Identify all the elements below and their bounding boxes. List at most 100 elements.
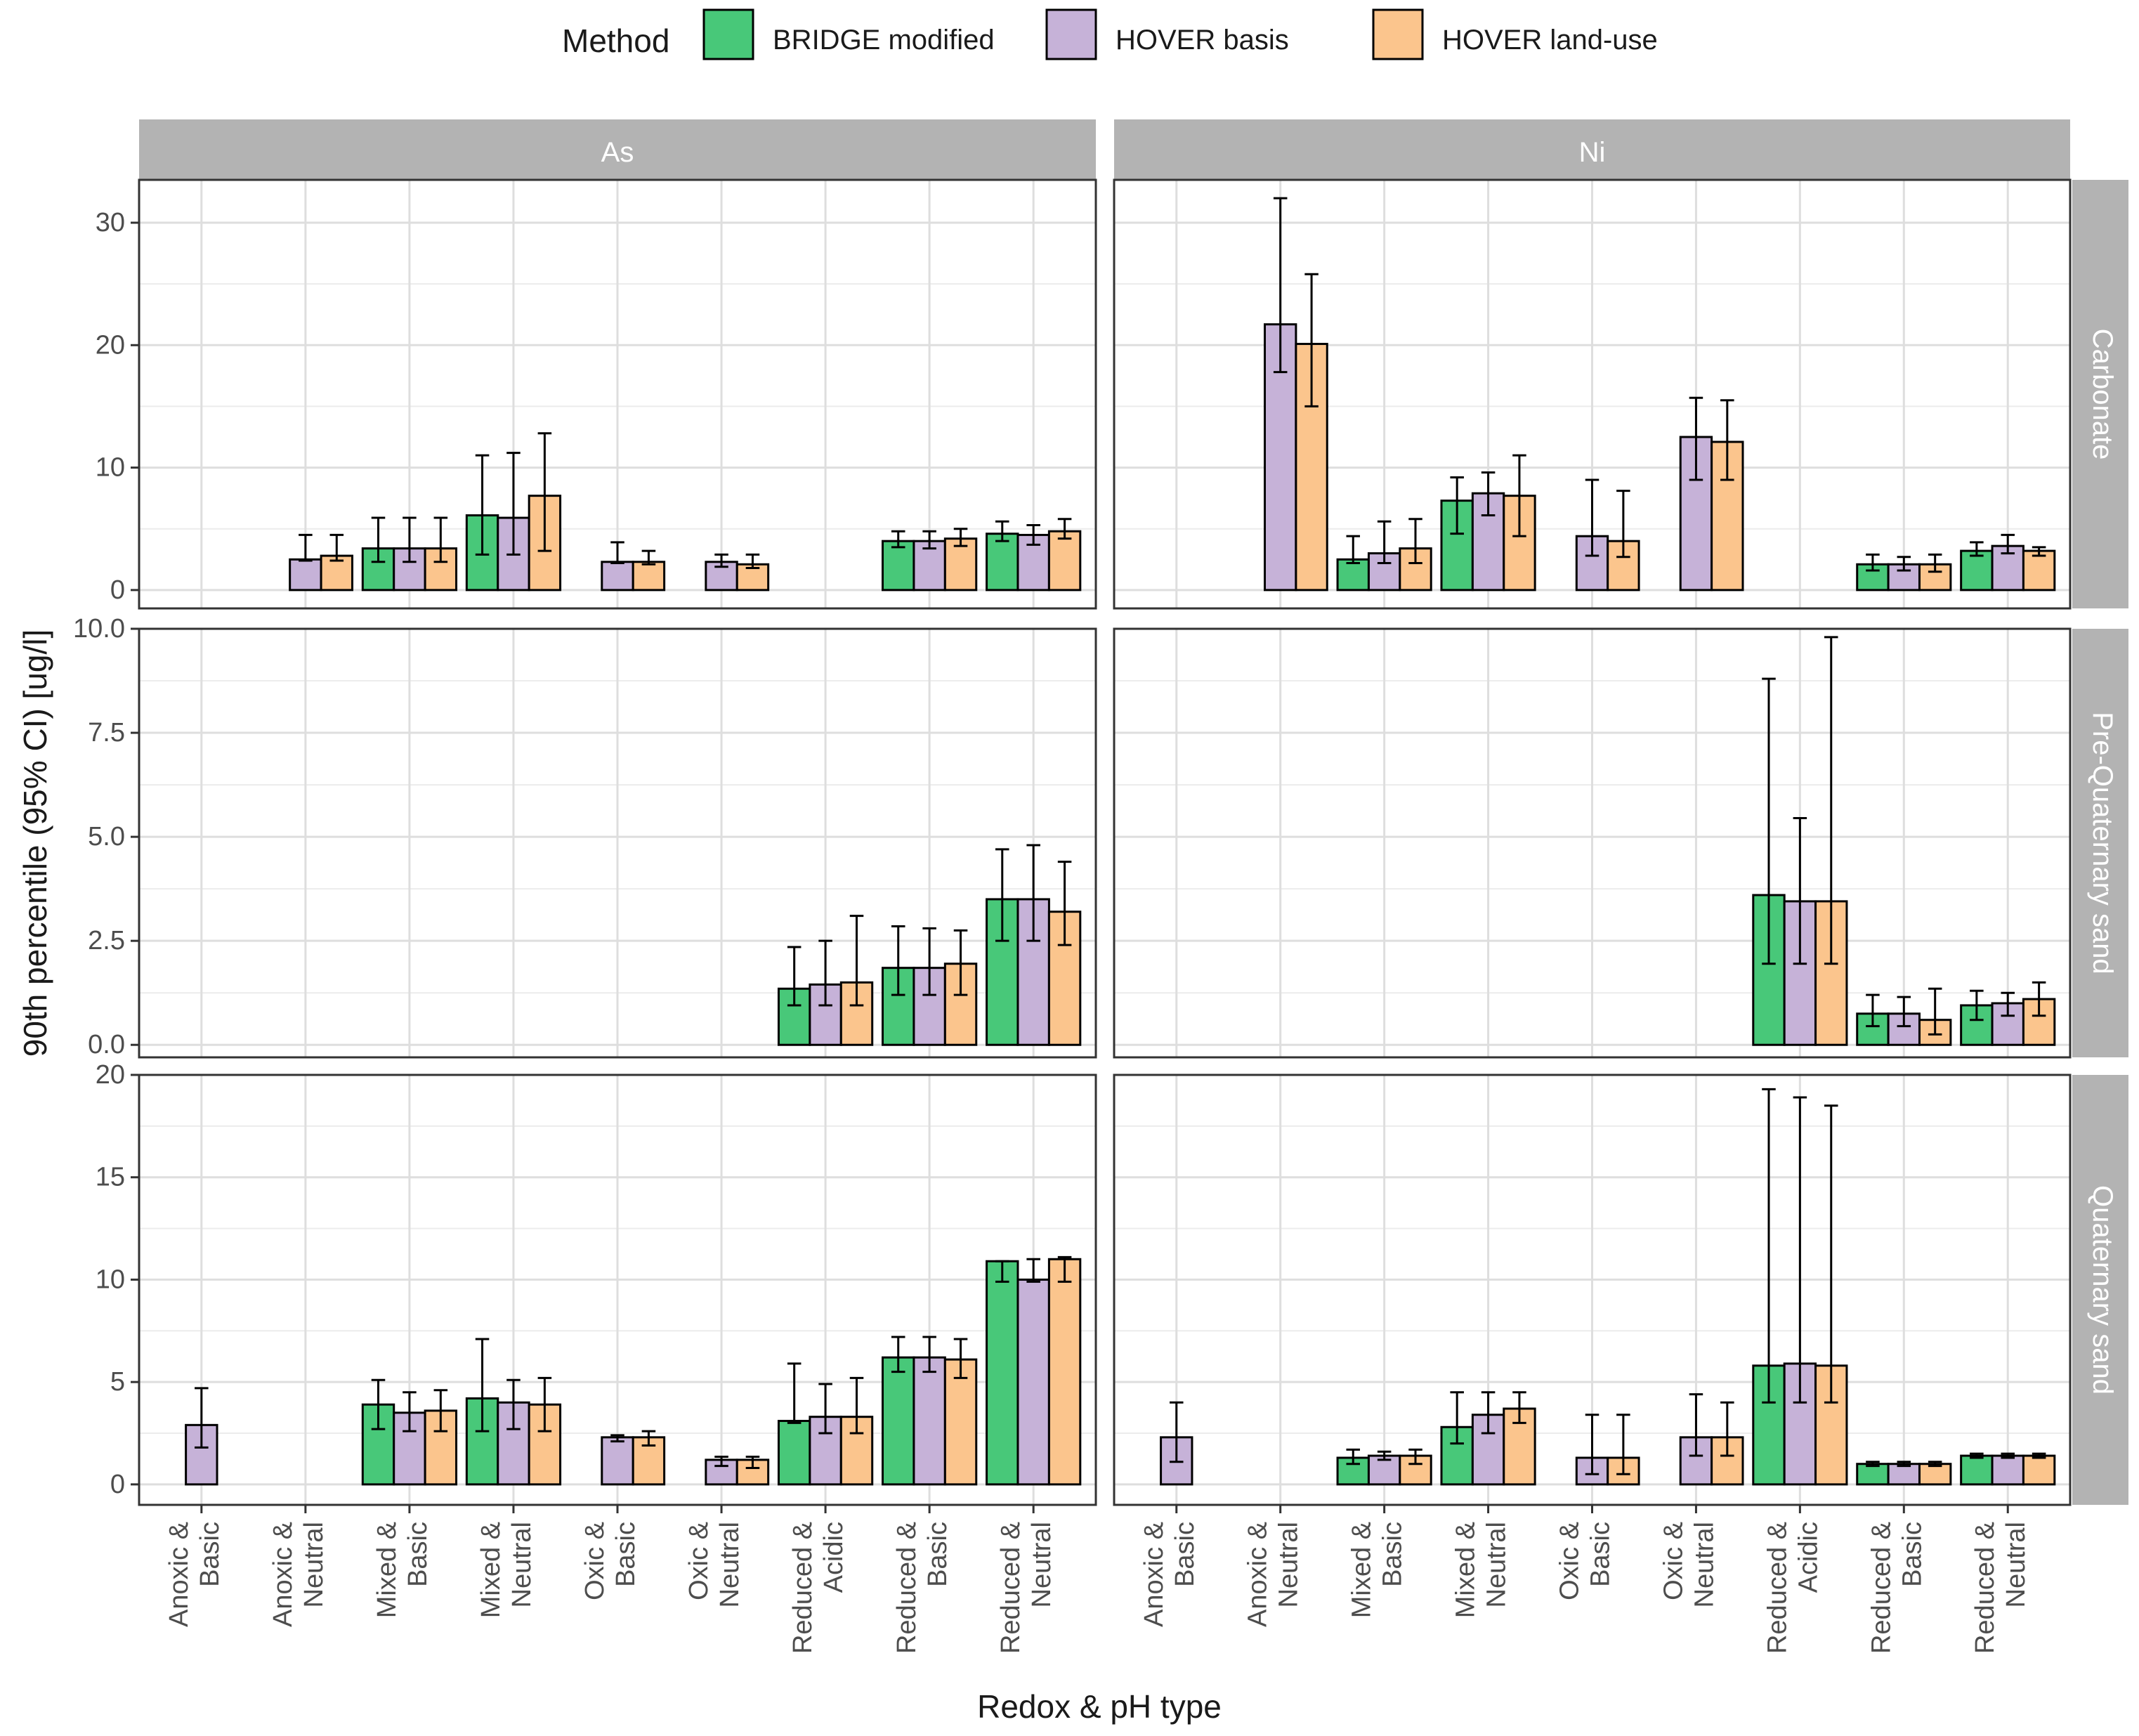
x-tick-label: Reduced &Neutral bbox=[1970, 1522, 2031, 1654]
y-tick-label: 15 bbox=[96, 1163, 125, 1192]
panel bbox=[138, 627, 1097, 1059]
x-tick-label-line: Neutral bbox=[2001, 1522, 2031, 1608]
x-tick-label-line: Neutral bbox=[715, 1522, 745, 1608]
row-strip-label: Quaternary sand bbox=[2087, 1185, 2118, 1395]
y-tick-label: 30 bbox=[96, 208, 125, 237]
column-strip bbox=[1114, 119, 2070, 180]
column-strip-label: As bbox=[601, 137, 634, 168]
bar bbox=[2022, 549, 2056, 592]
bar bbox=[1367, 1454, 1401, 1486]
bar bbox=[882, 1356, 915, 1486]
row-strip-label: Pre-Quaternary sand bbox=[2087, 712, 2118, 974]
x-tick-label: Anoxic &Neutral bbox=[1243, 1522, 1304, 1627]
x-tick-label-line: Basic bbox=[1378, 1522, 1408, 1587]
legend: Method BRIDGE modified HOVER basis HOVER la… bbox=[562, 8, 1658, 60]
y-tick-label: 0 bbox=[110, 1470, 125, 1499]
bar bbox=[912, 1356, 946, 1486]
x-tick-label: Anoxic &Neutral bbox=[268, 1522, 329, 1627]
bar bbox=[601, 1436, 634, 1486]
x-tick-label-line: Reduced & bbox=[1866, 1522, 1896, 1654]
legend-label: HOVER basis bbox=[1116, 25, 1289, 56]
x-tick-label-line: Reduced & bbox=[1970, 1522, 2000, 1654]
y-tick-label: 2.5 bbox=[88, 926, 125, 955]
panel: Anoxic &Basic Anoxic &Neutral Mixed &Basic… bbox=[1113, 1073, 2072, 1654]
panel-border bbox=[138, 627, 1097, 1059]
x-tick-label-line: Anoxic & bbox=[268, 1522, 298, 1627]
x-tick-label-line: Oxic & bbox=[684, 1522, 714, 1600]
column-strip bbox=[139, 119, 1096, 180]
x-tick-label: Anoxic &Basic bbox=[1139, 1522, 1200, 1627]
row-strip bbox=[2072, 1075, 2128, 1505]
y-tick-label: 10 bbox=[96, 453, 125, 483]
x-tick-label-line: Neutral bbox=[1274, 1522, 1304, 1608]
x-tick-label-line: Reduced & bbox=[1762, 1522, 1792, 1654]
x-tick-label-line: Acidic bbox=[1793, 1522, 1823, 1593]
bar bbox=[943, 537, 978, 592]
bar bbox=[1575, 535, 1609, 592]
bar bbox=[1856, 1463, 1890, 1486]
x-tick-label-line: Anoxic & bbox=[1139, 1522, 1169, 1627]
legend-label: BRIDGE modified bbox=[773, 25, 995, 56]
x-tick-label: Oxic &Basic bbox=[580, 1522, 641, 1600]
bar bbox=[1679, 1436, 1713, 1486]
x-tick-label-line: Basic bbox=[403, 1522, 433, 1587]
bar bbox=[1679, 436, 1713, 592]
x-tick-label-line: Mixed & bbox=[372, 1522, 402, 1618]
y-tick-label: 10.0 bbox=[73, 614, 125, 644]
x-axis-title: Redox & pH type bbox=[977, 1688, 1222, 1725]
x-tick-label-line: Neutral bbox=[1689, 1522, 1719, 1608]
bar bbox=[1016, 1278, 1050, 1486]
bar bbox=[601, 561, 634, 592]
x-tick-label-line: Reduced & bbox=[788, 1522, 818, 1654]
x-tick-label: Oxic &Neutral bbox=[684, 1522, 745, 1608]
y-axis-title: 90th percentile (95% CI) [ug/l] bbox=[17, 629, 53, 1057]
legend-label: HOVER land-use bbox=[1442, 25, 1658, 56]
bar bbox=[289, 558, 322, 592]
x-tick-label-line: Neutral bbox=[507, 1522, 537, 1608]
x-tick-label: Reduced &Acidic bbox=[1762, 1522, 1823, 1654]
x-tick-label: Anoxic &Basic bbox=[164, 1522, 225, 1627]
x-tick-label-line: Acidic bbox=[819, 1522, 849, 1593]
x-tick-label: Reduced &Basic bbox=[1866, 1522, 1927, 1654]
y-tick-label: 0.0 bbox=[88, 1030, 125, 1059]
x-tick-label-line: Basic bbox=[1897, 1522, 1927, 1587]
y-tick-label: 5.0 bbox=[88, 822, 125, 851]
x-tick-label-line: Oxic & bbox=[1659, 1522, 1688, 1600]
bar bbox=[777, 1420, 811, 1486]
bar bbox=[632, 561, 666, 592]
panel bbox=[1113, 178, 2072, 610]
bar bbox=[943, 1358, 978, 1486]
x-tick-label-line: Neutral bbox=[1027, 1522, 1057, 1608]
bar bbox=[1336, 558, 1370, 592]
x-tick-label: Reduced &Basic bbox=[892, 1522, 953, 1654]
x-tick-label-line: Basic bbox=[1586, 1522, 1616, 1587]
y-tick-label: 20 bbox=[96, 330, 125, 360]
x-tick-label: Oxic &Basic bbox=[1555, 1522, 1616, 1600]
bar bbox=[1918, 1463, 1952, 1486]
x-tick-label-line: Anoxic & bbox=[164, 1522, 194, 1627]
y-tick-label: 20 bbox=[96, 1060, 125, 1090]
bar bbox=[1047, 1258, 1082, 1486]
x-tick-label: Mixed &Basic bbox=[1347, 1522, 1408, 1618]
x-tick-label: Reduced &Neutral bbox=[996, 1522, 1057, 1654]
panel-border bbox=[1113, 627, 2072, 1059]
bar bbox=[986, 1260, 1019, 1486]
x-tick-label-line: Anoxic & bbox=[1243, 1522, 1273, 1627]
y-tick-label: 0 bbox=[110, 575, 125, 605]
panel-border bbox=[1113, 178, 2072, 610]
x-tick-label-line: Reduced & bbox=[996, 1522, 1026, 1654]
column-strip-label: Ni bbox=[1579, 137, 1606, 168]
y-tick-label: 10 bbox=[96, 1265, 125, 1294]
x-tick-label-line: Basic bbox=[923, 1522, 953, 1587]
x-tick-label: Reduced &Acidic bbox=[788, 1522, 849, 1654]
bar bbox=[1991, 1454, 2024, 1486]
panel bbox=[138, 178, 1097, 610]
bar bbox=[882, 540, 915, 592]
x-tick-label-line: Mixed & bbox=[476, 1522, 506, 1618]
bar bbox=[2022, 1454, 2056, 1486]
bar bbox=[1960, 1454, 1994, 1486]
y-tick-label: 5 bbox=[110, 1367, 125, 1397]
legend-swatch bbox=[1045, 8, 1097, 60]
x-tick-label: Mixed &Neutral bbox=[1451, 1522, 1512, 1618]
